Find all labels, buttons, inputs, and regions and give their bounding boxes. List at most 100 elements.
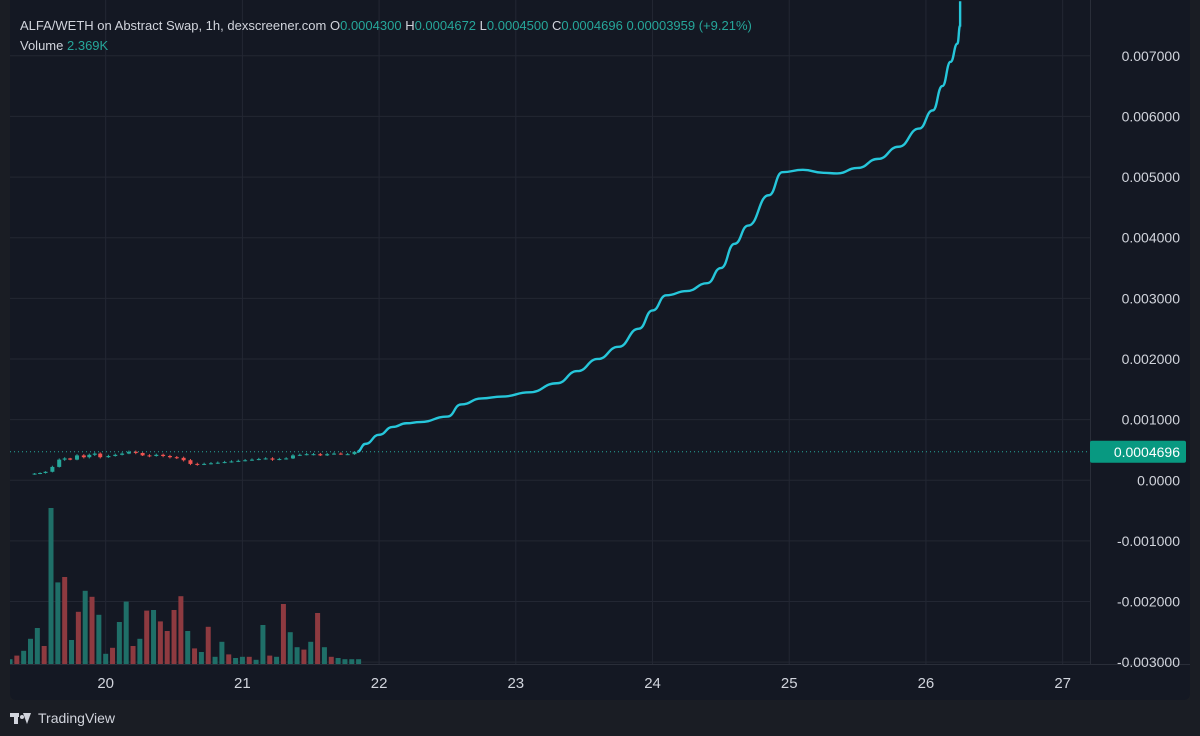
volume-bar: [123, 601, 129, 664]
y-tick-label: -0.001000: [1117, 533, 1180, 549]
candle-body: [68, 458, 73, 460]
candle-body: [229, 461, 234, 463]
last-price-tag-text: 0.0004696: [1114, 444, 1180, 460]
high-value: 0.0004672: [414, 18, 477, 33]
y-tick-label: 0.0000: [1137, 472, 1180, 488]
volume-bar: [157, 621, 163, 664]
candle-body: [297, 454, 302, 456]
candle-body: [133, 451, 138, 453]
pair-label[interactable]: ALFA/WETH on Abstract Swap, 1h, dexscree…: [20, 18, 327, 33]
chart-frame[interactable]: 0.007000 0.006000 0.005000 0.004000 0.003000…: [10, 0, 1190, 700]
candle-body: [120, 453, 125, 455]
volume-bar: [164, 631, 170, 664]
candle-body: [140, 452, 145, 456]
y-tick-label: 0.001000: [1122, 412, 1181, 428]
last-price-tag: 0.0004696: [1090, 440, 1186, 463]
candle-body: [188, 460, 193, 464]
forecast-line: [356, 1, 962, 453]
y-tick-label: -0.003000: [1117, 654, 1180, 670]
volume-bar: [89, 596, 95, 664]
candle-body: [263, 458, 268, 460]
candle-body: [318, 454, 323, 456]
volume-bar: [321, 647, 327, 664]
change-value: 0.00003959 (+9.21%): [626, 18, 752, 33]
volume-bar: [226, 654, 232, 664]
candle-body: [87, 454, 92, 458]
close-value: 0.0004696: [561, 18, 623, 33]
volume-legend: Volume 2.369K: [20, 38, 108, 53]
volume-bars: [10, 508, 362, 664]
volume-bar: [335, 658, 341, 664]
volume-bar: [21, 650, 27, 664]
volume-bar: [349, 659, 355, 664]
volume-bar: [239, 656, 245, 664]
y-tick-label: 0.007000: [1122, 48, 1181, 64]
volume-bar: [55, 582, 61, 664]
volume-bar: [171, 610, 177, 664]
volume-bar: [103, 653, 109, 664]
volume-bar: [10, 659, 13, 664]
candle-body: [345, 454, 350, 456]
volume-bar: [41, 646, 47, 664]
x-tick-label: 23: [507, 675, 524, 692]
y-axis-labels: 0.007000 0.006000 0.005000 0.004000 0.003000…: [1117, 48, 1180, 670]
volume-bar: [130, 646, 136, 664]
volume-value: 2.369K: [67, 38, 109, 53]
candle-body: [43, 471, 48, 473]
candle-body: [92, 453, 97, 455]
volume-label[interactable]: Volume: [20, 38, 64, 53]
volume-bar: [280, 604, 286, 664]
y-tick-label: 0.004000: [1122, 230, 1181, 246]
price-chart[interactable]: 0.007000 0.006000 0.005000 0.004000 0.003000…: [10, 0, 1190, 700]
x-tick-label: 25: [781, 675, 798, 692]
volume-bar: [315, 613, 321, 664]
volume-bar: [233, 658, 239, 664]
candle-body: [62, 458, 67, 460]
open-value: 0.0004300: [340, 18, 402, 33]
volume-bar: [137, 638, 143, 664]
candle-body: [195, 463, 200, 465]
volume-bar: [356, 659, 362, 664]
x-tick-label: 24: [644, 675, 661, 692]
candle-body: [32, 473, 37, 475]
candle-body: [81, 455, 86, 458]
volume-bar: [185, 631, 191, 664]
volume-bar: [287, 632, 293, 664]
candle-body: [249, 459, 254, 461]
volume-bar: [116, 622, 122, 664]
candle-body: [215, 462, 220, 464]
candle-body: [270, 458, 275, 460]
candle-body: [290, 455, 295, 459]
volume-bar: [294, 647, 300, 664]
candle-body: [243, 460, 248, 462]
volume-bar: [34, 628, 40, 664]
volume-bar: [14, 655, 20, 664]
volume-bar: [110, 647, 116, 664]
x-tick-label: 21: [234, 675, 251, 692]
footer-branding[interactable]: TradingView: [10, 708, 115, 728]
candle-body: [161, 454, 166, 457]
candle-body: [284, 458, 289, 460]
volume-bar: [246, 656, 252, 664]
volume-bar: [178, 596, 184, 664]
candle-body: [74, 455, 79, 460]
x-tick-label: 27: [1054, 675, 1071, 692]
candle-body: [57, 459, 62, 467]
candle-body: [38, 472, 43, 474]
volume-bar: [144, 610, 150, 664]
candle-body: [332, 453, 336, 455]
last-price-tag-bg: [1090, 440, 1186, 463]
y-tick-label: 0.003000: [1122, 290, 1181, 306]
candle-body: [106, 456, 111, 458]
candle-body: [174, 457, 179, 459]
volume-bar: [219, 641, 225, 664]
x-tick-label: 20: [97, 675, 114, 692]
brand-label: TradingView: [38, 710, 116, 726]
x-axis-labels: 20 21 22 23 24 25 26 27: [97, 675, 1071, 692]
low-value: 0.0004500: [486, 18, 549, 33]
y-tick-label: 0.005000: [1122, 169, 1181, 185]
volume-bar: [82, 590, 88, 664]
candle-body: [126, 451, 131, 454]
candle-body: [181, 457, 186, 461]
candle-body: [352, 451, 357, 455]
